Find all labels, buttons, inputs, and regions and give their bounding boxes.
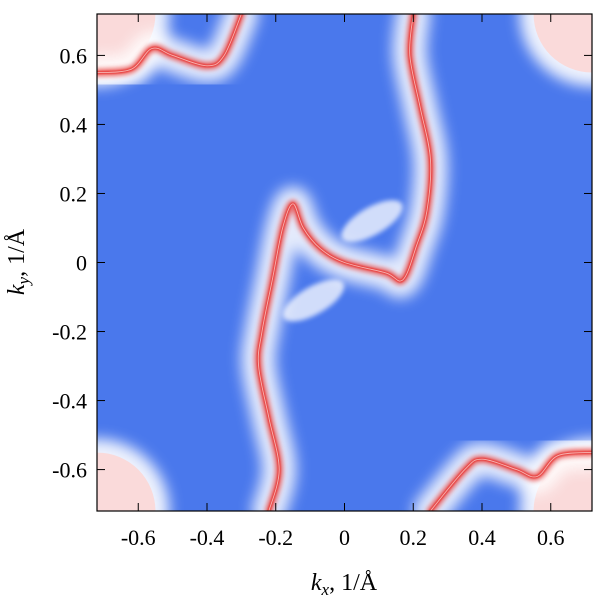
- lower-right-branch: [413, 435, 592, 511]
- heatmap-area: [97, 14, 592, 511]
- corner-pocket-top-right: [519, 14, 592, 87]
- central-s-contour: [241, 14, 448, 511]
- y-tick-label: -0.4: [52, 389, 87, 414]
- x-tick-label: -0.4: [190, 525, 225, 550]
- y-tick-label: 0.4: [60, 112, 88, 137]
- upper-left-branch: [97, 14, 259, 90]
- y-tick-label: 0.6: [60, 43, 88, 68]
- x-tick-label: 0.6: [537, 525, 565, 550]
- x-axis-title: kx, 1/Å: [311, 570, 378, 599]
- x-tick-label: 0.4: [468, 525, 496, 550]
- y-axis-title: ky, 1/Å: [4, 228, 33, 295]
- y-tick-label: -0.6: [52, 458, 87, 483]
- heatmap-features: [97, 14, 592, 511]
- y-tick-label: -0.2: [52, 320, 87, 345]
- x-tick-label: 0.2: [400, 525, 428, 550]
- central-bowtie-upper-right: [341, 200, 403, 243]
- x-tick-label: -0.6: [121, 525, 156, 550]
- axis-ticks: -0.6 -0.4 -0.2 0 0.2 0.4 0.6 -0.6 -0.4 -0.2 0 0.2 0.…: [52, 14, 592, 550]
- central-bowtie-lower-left: [283, 279, 345, 322]
- corner-pocket-bottom-left: [97, 438, 170, 511]
- x-tick-label: -0.2: [258, 525, 293, 550]
- y-tick-label: 0: [76, 251, 87, 276]
- x-tick-label: 0: [339, 525, 350, 550]
- y-tick-label: 0.2: [60, 181, 88, 206]
